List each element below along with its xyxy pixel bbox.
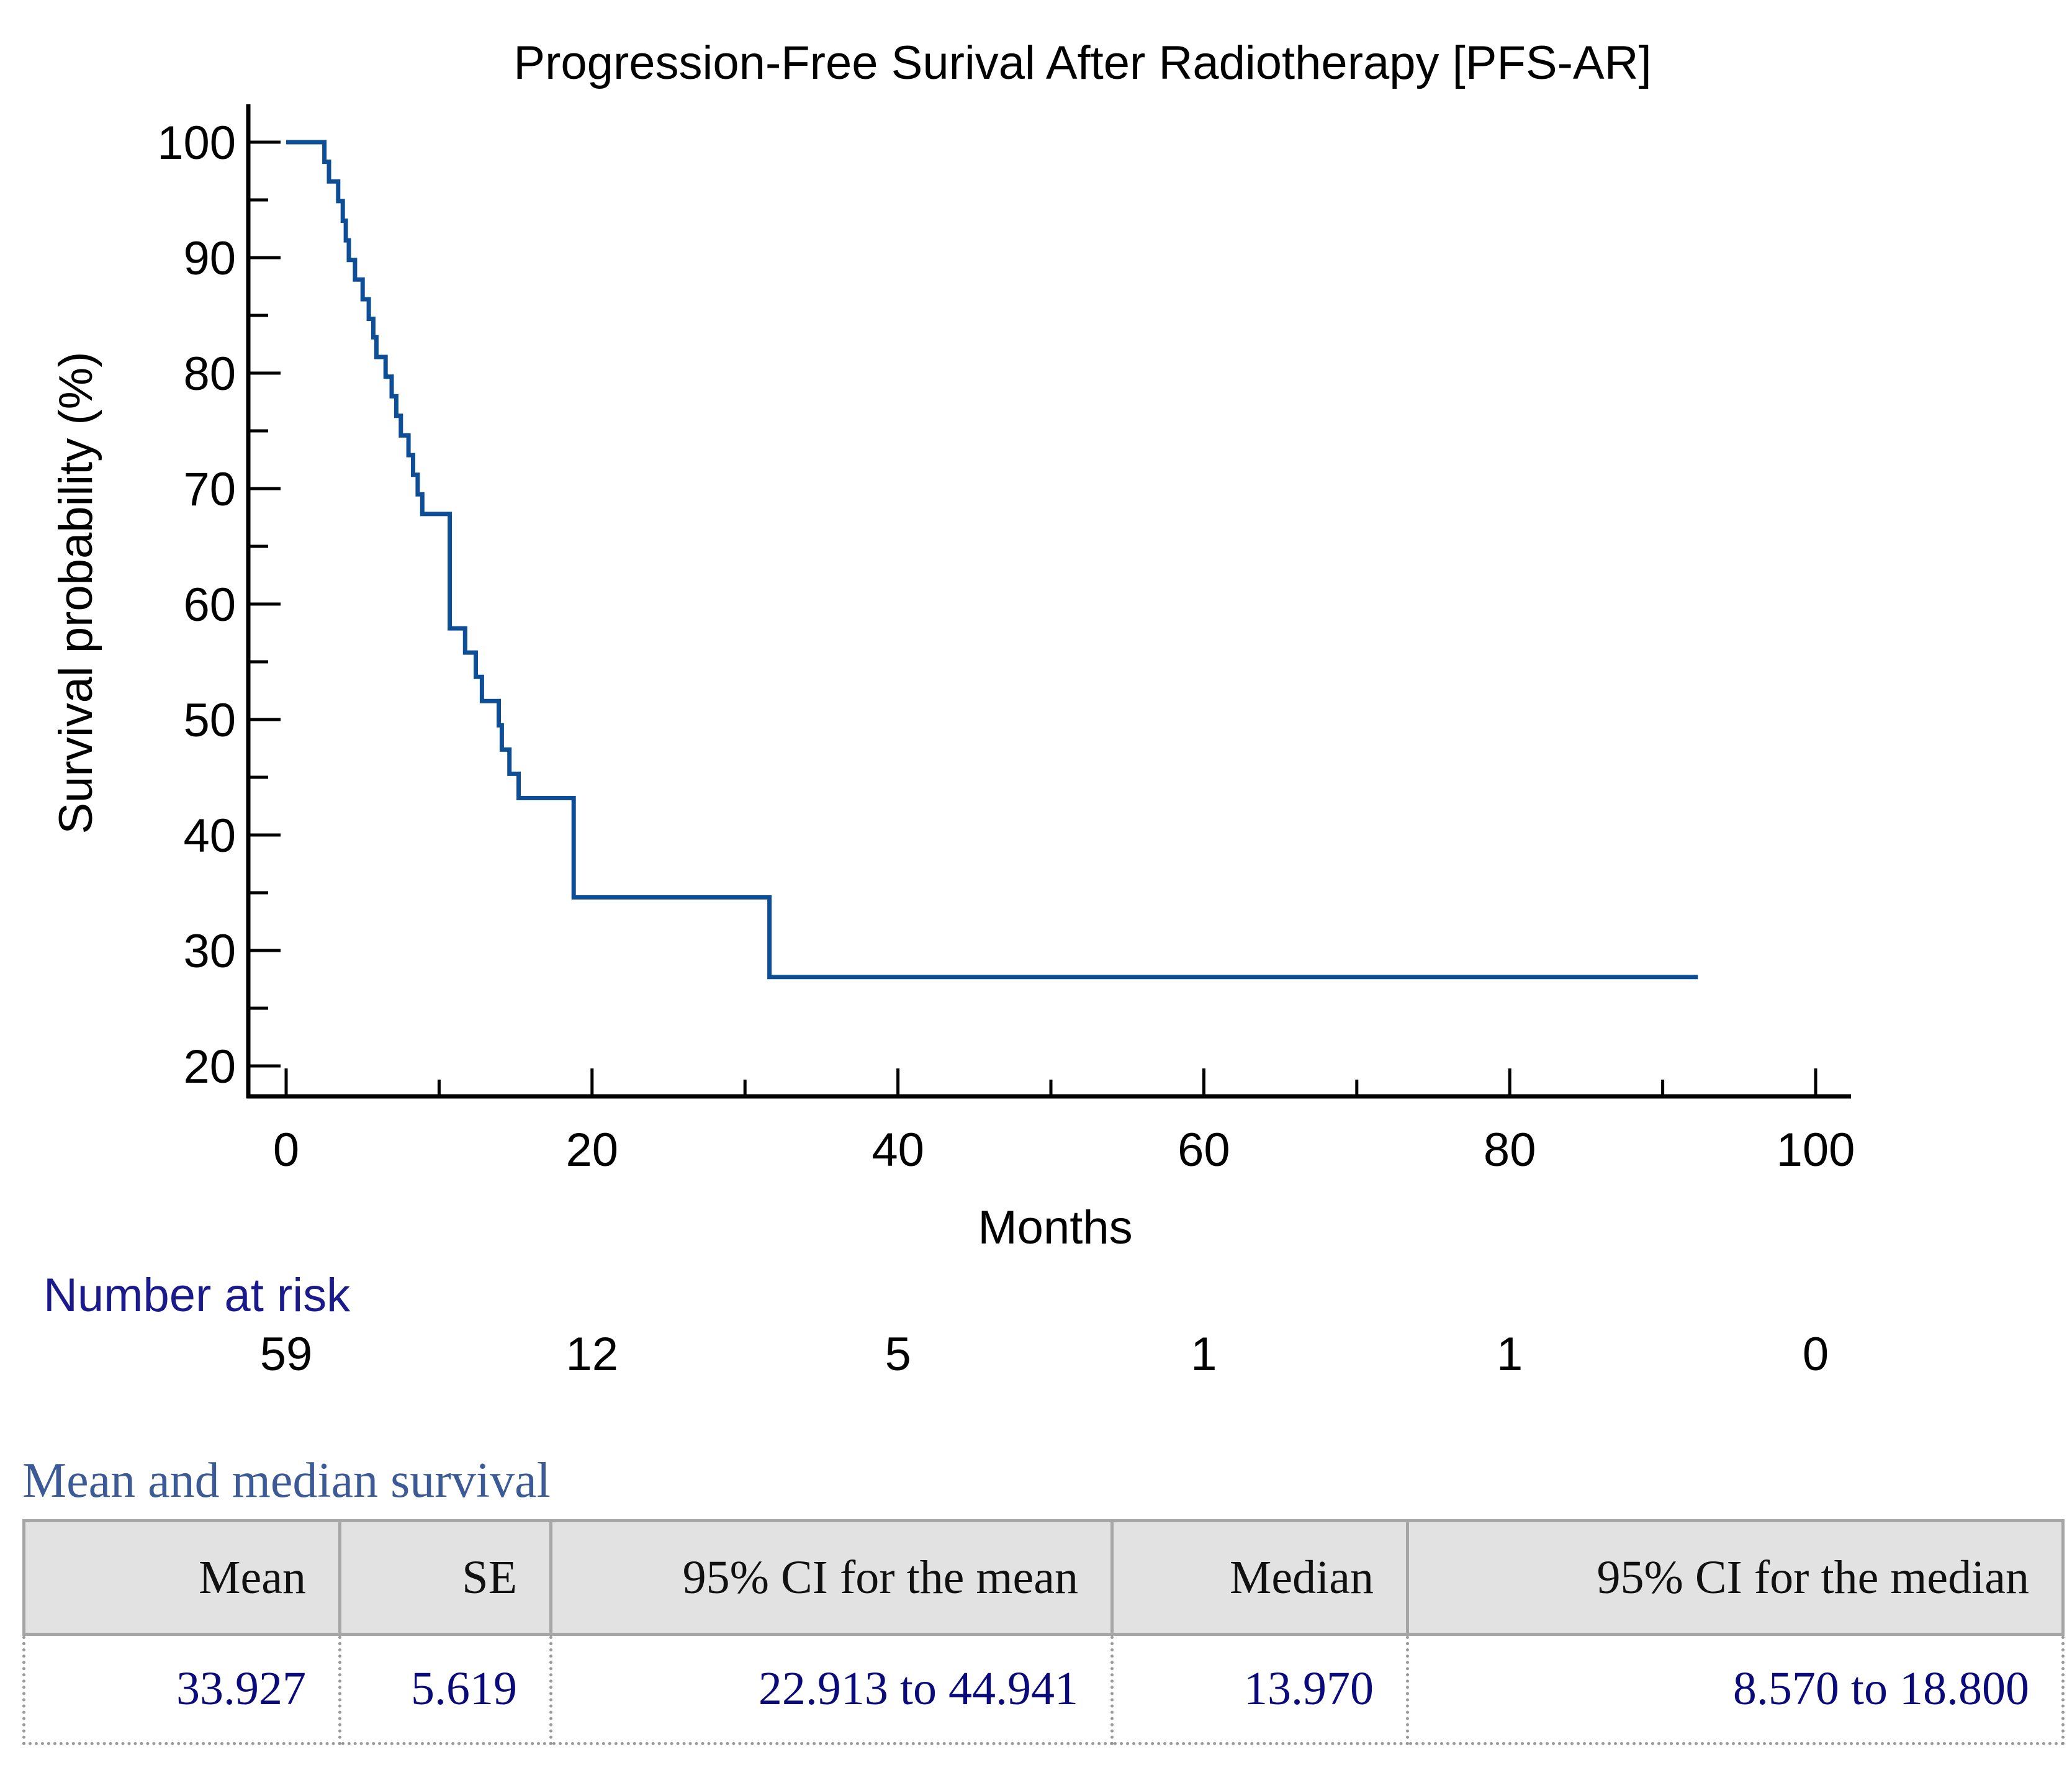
y-tick-label: 70 xyxy=(183,463,236,516)
number-at-risk-value: 5 xyxy=(885,1328,911,1381)
x-axis-label: Months xyxy=(978,1201,1132,1254)
value-median-ci: 8.570 to 18.800 xyxy=(1406,1633,2065,1745)
number-at-risk-value: 1 xyxy=(1191,1328,1217,1381)
y-tick-label: 40 xyxy=(183,810,236,862)
header-se: SE xyxy=(338,1519,552,1636)
y-tick-label: 80 xyxy=(183,348,236,400)
number-at-risk-row: 59 12 5 1 1 0 xyxy=(260,1328,1829,1381)
chart-title: Progression-Free Surival After Radiother… xyxy=(513,37,1651,89)
header-median-ci: 95% CI for the median xyxy=(1406,1519,2065,1636)
number-at-risk-value: 12 xyxy=(566,1328,619,1381)
y-tick-label: 20 xyxy=(183,1040,236,1093)
y-tick-label: 50 xyxy=(183,694,236,747)
value-mean-ci: 22.913 to 44.941 xyxy=(549,1633,1114,1745)
y-tick-label: 60 xyxy=(183,579,236,631)
x-tick-label: 80 xyxy=(1484,1124,1536,1176)
number-at-risk-value: 59 xyxy=(260,1328,313,1381)
x-tick-label: 20 xyxy=(566,1124,619,1176)
summary-header-row: Mean SE 95% CI for the mean Median 95% C… xyxy=(22,1519,2065,1636)
y-axis-label: Survival probability (%) xyxy=(50,351,102,834)
x-tick-label: 60 xyxy=(1178,1124,1230,1176)
value-mean: 33.927 xyxy=(22,1633,341,1745)
y-tick-label: 90 xyxy=(183,232,236,285)
value-se: 5.619 xyxy=(338,1633,552,1745)
x-tick-label: 0 xyxy=(273,1124,299,1176)
summary-value-row: 33.927 5.619 22.913 to 44.941 13.970 8.5… xyxy=(22,1633,2065,1745)
number-at-risk-label: Number at risk xyxy=(43,1269,351,1322)
y-tick-label: 30 xyxy=(183,925,236,978)
km-chart: Progression-Free Surival After Radiother… xyxy=(43,37,1855,1381)
header-median: Median xyxy=(1110,1519,1409,1636)
summary-title: Mean and median survival xyxy=(22,1453,551,1508)
header-mean-ci: 95% CI for the mean xyxy=(549,1519,1114,1636)
survival-summary-table: Mean SE 95% CI for the mean Median 95% C… xyxy=(22,1519,2065,1745)
plot-area: 20 30 40 50 60 70 80 90 100 0 20 40 60 80 100 xyxy=(157,104,1855,1176)
x-tick-label: 40 xyxy=(872,1124,924,1176)
value-median: 13.970 xyxy=(1110,1633,1409,1745)
header-mean: Mean xyxy=(22,1519,341,1636)
number-at-risk-value: 0 xyxy=(1803,1328,1829,1381)
y-tick-label: 100 xyxy=(157,117,236,169)
x-tick-label: 100 xyxy=(1777,1124,1855,1176)
number-at-risk-value: 1 xyxy=(1497,1328,1523,1381)
survival-curve xyxy=(286,140,1698,980)
